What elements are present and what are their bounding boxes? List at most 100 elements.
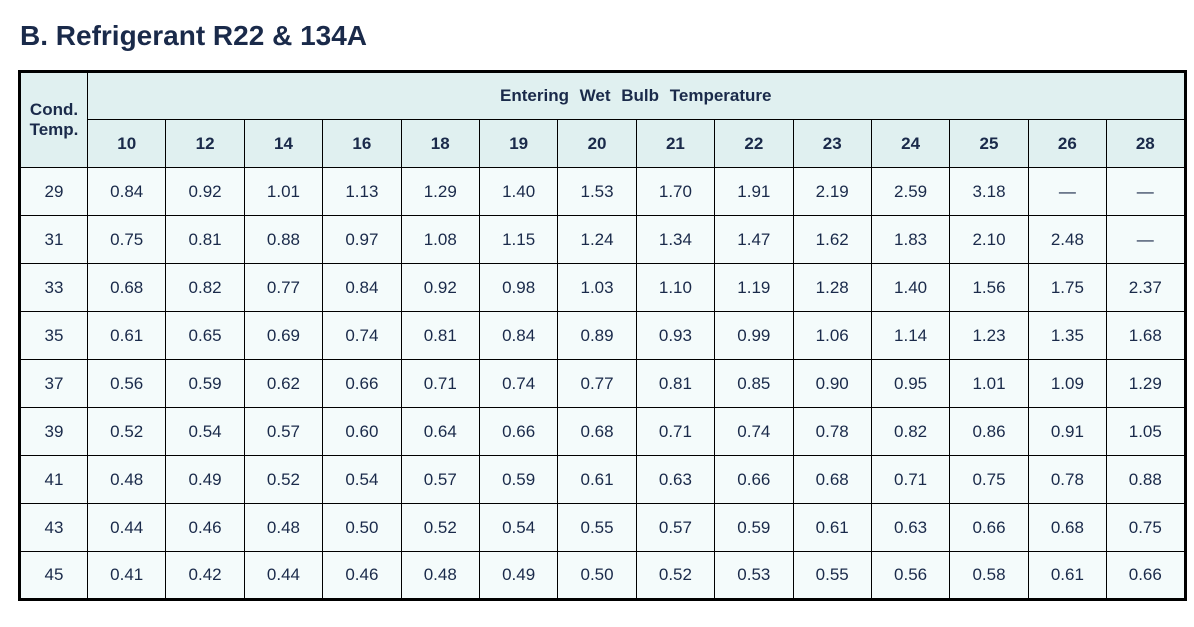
table-cell: 0.59 xyxy=(166,360,244,408)
row-label: 35 xyxy=(20,312,88,360)
table-cell: 0.71 xyxy=(401,360,479,408)
table-cell: 0.97 xyxy=(323,216,401,264)
table-cell: 0.57 xyxy=(636,504,714,552)
table-cell: 0.82 xyxy=(871,408,949,456)
table-cell: 1.09 xyxy=(1028,360,1106,408)
row-label: 41 xyxy=(20,456,88,504)
span-header-label: Entering Wet Bulb Temperature xyxy=(88,72,1186,120)
table-row: 350.610.650.690.740.810.840.890.930.991.… xyxy=(20,312,1186,360)
table-cell: 1.28 xyxy=(793,264,871,312)
table-cell: 0.84 xyxy=(479,312,557,360)
table-row: 430.440.460.480.500.520.540.550.570.590.… xyxy=(20,504,1186,552)
page-title: B. Refrigerant R22 & 134A xyxy=(20,20,1184,52)
table-cell: 2.59 xyxy=(871,168,949,216)
table-cell: 0.61 xyxy=(793,504,871,552)
column-header: 28 xyxy=(1107,120,1185,168)
table-cell: 0.71 xyxy=(871,456,949,504)
table-cell: 0.48 xyxy=(244,504,322,552)
table-cell: 1.08 xyxy=(401,216,479,264)
table-cell: 0.52 xyxy=(88,408,166,456)
table-cell: 0.93 xyxy=(636,312,714,360)
table-cell: 1.29 xyxy=(401,168,479,216)
table-cell: 0.46 xyxy=(166,504,244,552)
table-cell: 1.14 xyxy=(871,312,949,360)
table-cell: 0.42 xyxy=(166,552,244,600)
table-cell: 0.63 xyxy=(871,504,949,552)
table-cell: 0.52 xyxy=(401,504,479,552)
table-cell: 1.23 xyxy=(950,312,1028,360)
table-cell: 0.78 xyxy=(793,408,871,456)
table-cell: 0.75 xyxy=(950,456,1028,504)
row-header-label: Cond. Temp. xyxy=(20,72,88,168)
table-cell: 1.15 xyxy=(479,216,557,264)
column-header: 16 xyxy=(323,120,401,168)
table-cell: 0.84 xyxy=(88,168,166,216)
table-cell: 0.68 xyxy=(558,408,636,456)
row-label: 29 xyxy=(20,168,88,216)
table-cell: 1.03 xyxy=(558,264,636,312)
table-cell: 1.70 xyxy=(636,168,714,216)
table-cell: 0.59 xyxy=(479,456,557,504)
table-cell: 1.62 xyxy=(793,216,871,264)
column-header: 19 xyxy=(479,120,557,168)
table-cell: 1.34 xyxy=(636,216,714,264)
table-head: Cond. Temp. Entering Wet Bulb Temperatur… xyxy=(20,72,1186,168)
table-cell: 0.44 xyxy=(244,552,322,600)
table-cell: 1.40 xyxy=(871,264,949,312)
table-cell: 0.50 xyxy=(323,504,401,552)
table-cell: 0.71 xyxy=(636,408,714,456)
table-cell: 0.61 xyxy=(88,312,166,360)
table-cell: 0.55 xyxy=(793,552,871,600)
table-cell: 1.91 xyxy=(715,168,793,216)
table-cell: 3.18 xyxy=(950,168,1028,216)
table-cell: 0.61 xyxy=(558,456,636,504)
table-cell: 0.98 xyxy=(479,264,557,312)
table-cell: 2.19 xyxy=(793,168,871,216)
table-cell: 1.40 xyxy=(479,168,557,216)
row-label: 45 xyxy=(20,552,88,600)
table-cell: 0.91 xyxy=(1028,408,1106,456)
table-cell: 0.54 xyxy=(323,456,401,504)
table-cell: 0.81 xyxy=(166,216,244,264)
column-header: 12 xyxy=(166,120,244,168)
column-header: 23 xyxy=(793,120,871,168)
table-cell: 0.81 xyxy=(401,312,479,360)
table-cell: 0.65 xyxy=(166,312,244,360)
table-cell: 0.95 xyxy=(871,360,949,408)
table-row: 410.480.490.520.540.570.590.610.630.660.… xyxy=(20,456,1186,504)
table-cell: 0.75 xyxy=(88,216,166,264)
table-cell: 0.62 xyxy=(244,360,322,408)
table-cell: 1.56 xyxy=(950,264,1028,312)
table-cell: 1.19 xyxy=(715,264,793,312)
table-row: 330.680.820.770.840.920.981.031.101.191.… xyxy=(20,264,1186,312)
page: B. Refrigerant R22 & 134A Cond. Temp. En… xyxy=(0,0,1194,611)
table-row: 450.410.420.440.460.480.490.500.520.530.… xyxy=(20,552,1186,600)
table-cell: 0.55 xyxy=(558,504,636,552)
table-cell: 0.90 xyxy=(793,360,871,408)
table-cell: 0.69 xyxy=(244,312,322,360)
table-cell: 1.05 xyxy=(1107,408,1185,456)
table-cell: 0.46 xyxy=(323,552,401,600)
table-cell: 0.89 xyxy=(558,312,636,360)
table-cell: 2.48 xyxy=(1028,216,1106,264)
row-label: 33 xyxy=(20,264,88,312)
table-cell: 1.75 xyxy=(1028,264,1106,312)
table-cell: 0.60 xyxy=(323,408,401,456)
table-cell: 1.53 xyxy=(558,168,636,216)
table-cell: — xyxy=(1107,216,1185,264)
table-cell: 0.88 xyxy=(1107,456,1185,504)
table-row: 290.840.921.011.131.291.401.531.701.912.… xyxy=(20,168,1186,216)
table-cell: 0.66 xyxy=(479,408,557,456)
column-header: 26 xyxy=(1028,120,1106,168)
column-header: 18 xyxy=(401,120,479,168)
table-cell: 0.74 xyxy=(479,360,557,408)
table-cell: 1.13 xyxy=(323,168,401,216)
table-cell: 1.24 xyxy=(558,216,636,264)
table-cell: 1.83 xyxy=(871,216,949,264)
table-cell: — xyxy=(1028,168,1106,216)
table-cell: 0.68 xyxy=(88,264,166,312)
table-cell: 0.66 xyxy=(715,456,793,504)
row-label: 31 xyxy=(20,216,88,264)
table-cell: 0.66 xyxy=(1107,552,1185,600)
table-cell: 0.44 xyxy=(88,504,166,552)
